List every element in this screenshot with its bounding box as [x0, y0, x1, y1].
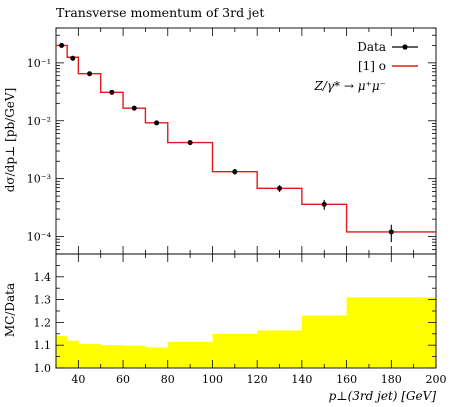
legend: Data [1] o Z/γ* → μ⁺μ⁻: [313, 40, 418, 93]
ratio-band-bin: [145, 347, 169, 368]
ratio-y-tick-label: 1.3: [34, 294, 52, 307]
ratio-y-tick-label: 1.0: [34, 362, 52, 375]
data-point: [87, 71, 93, 77]
legend-label-data: Data: [357, 40, 386, 54]
x-tick-label: 180: [381, 373, 402, 386]
data-point: [109, 89, 115, 95]
data-point: [154, 120, 160, 126]
data-point: [321, 201, 327, 207]
x-tick-label: 160: [336, 373, 357, 386]
ratio-band-bin: [56, 336, 68, 368]
ratio-band-bin: [212, 333, 258, 368]
ratio-y-tick-label: 1.1: [34, 339, 52, 352]
ratio-band-bin: [123, 345, 146, 368]
data-point: [70, 55, 76, 61]
data-point: [59, 42, 65, 48]
x-tick-label: 40: [71, 373, 85, 386]
x-tick-label: 60: [116, 373, 130, 386]
x-tick-labels: 40 60 80 100 120 140 160 180 200: [71, 373, 446, 386]
main-y-tick-label: 10⁻¹: [27, 57, 51, 70]
ratio-band-bin: [257, 330, 303, 368]
ratio-y-axis-label: MC/Data: [3, 283, 17, 337]
ratio-y-tick-label: 1.2: [34, 316, 52, 329]
ratio-band-bin: [78, 344, 102, 368]
main-axis-ticks: [55, 27, 437, 255]
mc-histogram-line: [56, 44, 436, 233]
x-tick-label: 80: [161, 373, 175, 386]
ratio-panel: 1.0 1.1 1.2 1.3 1.4 40 60 80 100 120 140 160 180 200…: [3, 253, 447, 403]
chart-title: Transverse momentum of 3rd jet: [56, 5, 264, 20]
data-point: [277, 185, 283, 191]
ratio-y-tick-labels: 1.0 1.1 1.2 1.3 1.4: [34, 271, 52, 375]
main-y-tick-label: 10⁻²: [27, 115, 51, 128]
ratio-band-bin: [100, 345, 124, 368]
data-point: [187, 140, 193, 146]
data-point: [232, 169, 238, 175]
ratio-band-bin: [67, 340, 79, 368]
x-axis-label: p⊥(3rd jet) [GeV]: [329, 389, 437, 403]
data-point: [131, 105, 137, 111]
x-tick-label: 120: [247, 373, 268, 386]
ratio-band-bin: [346, 297, 437, 368]
legend-annotation-process: Z/γ* → μ⁺μ⁻: [313, 79, 386, 93]
main-y-tick-label: 10⁻⁴: [27, 231, 52, 244]
ratio-band-bin: [167, 341, 213, 368]
data-point: [388, 229, 394, 235]
main-panel: 10⁻⁴ 10⁻³ 10⁻² 10⁻¹ dσ/dp⊥ [pb/GeV] Data [1…: [3, 27, 437, 255]
x-tick-label: 140: [291, 373, 312, 386]
ratio-band: [56, 297, 437, 368]
ratio-band-bin: [301, 315, 347, 368]
data-points: [59, 42, 394, 243]
x-tick-label: 100: [202, 373, 223, 386]
legend-label-mc: [1] o: [358, 59, 386, 73]
x-tick-label: 200: [426, 373, 447, 386]
mc-histogram: [56, 44, 436, 233]
main-y-tick-labels: 10⁻⁴ 10⁻³ 10⁻² 10⁻¹: [27, 57, 52, 244]
main-y-tick-label: 10⁻³: [27, 173, 51, 186]
legend-marker-data-point: [402, 44, 408, 50]
ratio-y-tick-label: 1.4: [34, 271, 52, 284]
ratio-axis-ticks: [55, 253, 437, 369]
main-y-axis-label: dσ/dp⊥ [pb/GeV]: [3, 88, 17, 193]
